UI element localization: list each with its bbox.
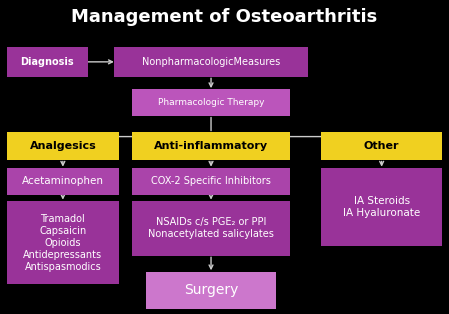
FancyBboxPatch shape [321,132,442,160]
Text: NSAIDs c/s PGE₂ or PPI
Nonacetylated salicylates: NSAIDs c/s PGE₂ or PPI Nonacetylated sal… [148,217,274,240]
Text: NonpharmacologicMeasures: NonpharmacologicMeasures [142,57,280,67]
Text: Tramadol
Capsaicin
Opioids
Antidepressants
Antispasmodics: Tramadol Capsaicin Opioids Antidepressan… [23,214,102,272]
Text: Diagnosis: Diagnosis [20,57,74,67]
Text: Analgesics: Analgesics [30,141,96,151]
Text: Anti-inflammatory: Anti-inflammatory [154,141,268,151]
FancyBboxPatch shape [146,272,276,309]
FancyBboxPatch shape [132,201,290,256]
Text: Surgery: Surgery [184,284,238,297]
Text: Management of Osteoarthritis: Management of Osteoarthritis [71,8,378,26]
FancyBboxPatch shape [132,132,290,160]
FancyBboxPatch shape [132,168,290,195]
FancyBboxPatch shape [7,132,119,160]
Text: COX-2 Specific Inhibitors: COX-2 Specific Inhibitors [151,176,271,186]
Text: Other: Other [364,141,400,151]
FancyBboxPatch shape [132,89,290,116]
FancyBboxPatch shape [7,168,119,195]
Text: Pharmacologic Therapy: Pharmacologic Therapy [158,98,264,107]
FancyBboxPatch shape [7,47,88,77]
FancyBboxPatch shape [7,201,119,284]
FancyBboxPatch shape [321,168,442,246]
FancyBboxPatch shape [114,47,308,77]
Text: IA Steroids
IA Hyaluronate: IA Steroids IA Hyaluronate [343,196,420,218]
Text: Acetaminophen: Acetaminophen [22,176,104,186]
